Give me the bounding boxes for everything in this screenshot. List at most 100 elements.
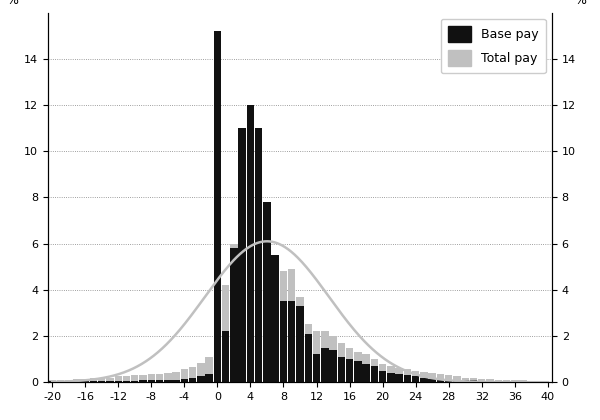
- Bar: [371, 366, 378, 382]
- Bar: [470, 378, 477, 382]
- Bar: [115, 381, 122, 382]
- Bar: [527, 381, 535, 382]
- Bar: [511, 380, 518, 382]
- Bar: [90, 381, 97, 382]
- Bar: [453, 376, 461, 382]
- Bar: [395, 374, 403, 382]
- Bar: [321, 331, 329, 382]
- Bar: [247, 128, 254, 382]
- Bar: [313, 331, 320, 382]
- Bar: [271, 255, 279, 382]
- Bar: [371, 359, 378, 382]
- Bar: [106, 381, 113, 382]
- Bar: [536, 381, 544, 382]
- Bar: [296, 297, 304, 382]
- Bar: [49, 381, 56, 382]
- Bar: [404, 370, 411, 382]
- Bar: [148, 380, 155, 382]
- Bar: [189, 378, 196, 382]
- Bar: [536, 381, 544, 382]
- Bar: [90, 378, 97, 382]
- Bar: [73, 379, 80, 382]
- Bar: [412, 376, 419, 382]
- Bar: [181, 379, 188, 382]
- Bar: [214, 139, 221, 382]
- Bar: [123, 381, 130, 382]
- Bar: [164, 373, 172, 382]
- Bar: [172, 380, 180, 382]
- Bar: [296, 306, 304, 382]
- Bar: [271, 255, 279, 382]
- Bar: [139, 375, 147, 382]
- Bar: [247, 105, 254, 382]
- Bar: [288, 269, 295, 382]
- Bar: [437, 379, 444, 382]
- Bar: [288, 302, 295, 382]
- Bar: [354, 361, 362, 382]
- Bar: [148, 374, 155, 382]
- Legend: Base pay, Total pay: Base pay, Total pay: [440, 19, 546, 73]
- Bar: [494, 380, 502, 382]
- Bar: [156, 374, 163, 382]
- Bar: [387, 373, 395, 382]
- Bar: [222, 331, 229, 382]
- Bar: [503, 381, 510, 382]
- Bar: [263, 202, 271, 382]
- Bar: [164, 380, 172, 382]
- Bar: [329, 350, 337, 382]
- Bar: [453, 380, 461, 382]
- Bar: [478, 379, 485, 382]
- Bar: [404, 375, 411, 382]
- Bar: [437, 374, 444, 382]
- Bar: [461, 380, 469, 382]
- Bar: [65, 381, 73, 382]
- Bar: [56, 380, 64, 382]
- Bar: [487, 381, 494, 382]
- Bar: [123, 376, 130, 382]
- Bar: [238, 135, 246, 382]
- Bar: [395, 368, 403, 382]
- Bar: [214, 31, 221, 382]
- Bar: [494, 381, 502, 382]
- Bar: [115, 376, 122, 382]
- Bar: [197, 362, 205, 382]
- Bar: [238, 128, 246, 382]
- Bar: [56, 381, 64, 382]
- Bar: [230, 244, 238, 382]
- Bar: [197, 376, 205, 382]
- Bar: [305, 324, 312, 382]
- Bar: [362, 364, 370, 382]
- Bar: [387, 366, 395, 382]
- Bar: [305, 333, 312, 382]
- Bar: [280, 302, 287, 382]
- Bar: [478, 381, 485, 382]
- Bar: [82, 381, 89, 382]
- Bar: [346, 348, 353, 382]
- Bar: [205, 374, 213, 382]
- Bar: [346, 359, 353, 382]
- Bar: [503, 380, 510, 382]
- Bar: [445, 375, 452, 382]
- Bar: [329, 336, 337, 382]
- Bar: [520, 380, 527, 382]
- Bar: [445, 380, 452, 382]
- Bar: [131, 375, 139, 382]
- Bar: [321, 348, 329, 382]
- Bar: [139, 380, 147, 382]
- Bar: [205, 357, 213, 382]
- Bar: [520, 381, 527, 382]
- Bar: [428, 373, 436, 382]
- Bar: [428, 379, 436, 382]
- Bar: [461, 378, 469, 382]
- Bar: [156, 380, 163, 382]
- Bar: [230, 248, 238, 382]
- Bar: [487, 379, 494, 382]
- Bar: [379, 364, 386, 382]
- Text: %: %: [7, 0, 19, 7]
- Bar: [263, 209, 271, 382]
- Bar: [511, 381, 518, 382]
- Bar: [379, 371, 386, 382]
- Bar: [181, 370, 188, 382]
- Text: %: %: [575, 0, 587, 7]
- Bar: [354, 352, 362, 382]
